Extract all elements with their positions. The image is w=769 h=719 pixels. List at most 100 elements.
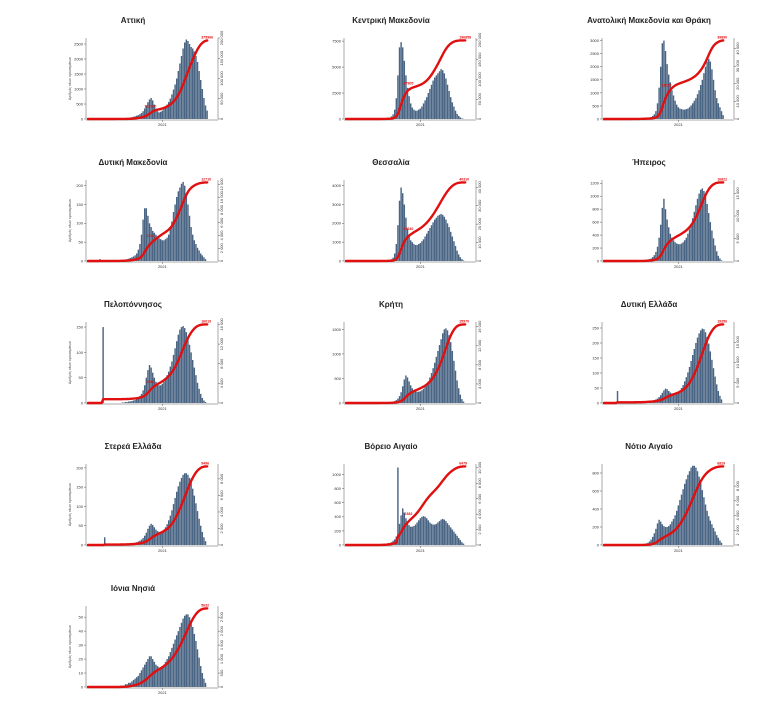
- x-tick-label: 2021: [158, 264, 168, 269]
- left-tick-label: 1500: [332, 327, 342, 332]
- left-tick-label: 2500: [590, 51, 600, 56]
- bar: [157, 237, 158, 261]
- bar: [463, 544, 464, 545]
- right-tick-label: 200 000: [219, 30, 224, 45]
- bar: [187, 41, 188, 119]
- right-tick-label: 0: [219, 401, 224, 404]
- right-tick-label: 8 000: [219, 204, 224, 215]
- bar: [170, 229, 171, 261]
- bar: [415, 111, 416, 119]
- bar: [431, 524, 432, 545]
- left-tick-label: 50: [79, 615, 84, 620]
- left-tick-label: 1500: [590, 77, 600, 82]
- bar: [418, 520, 419, 545]
- bar: [150, 656, 151, 687]
- bar: [702, 490, 703, 545]
- left-tick-label: 100: [76, 350, 83, 355]
- bar: [179, 482, 180, 545]
- bar: [160, 385, 161, 403]
- left-tick-label: 50: [79, 375, 84, 380]
- right-tick-label: 20 000: [735, 77, 740, 90]
- left-tick-label: 200: [592, 245, 599, 250]
- bar: [181, 623, 182, 687]
- bar: [133, 400, 134, 403]
- bar: [714, 532, 715, 546]
- right-tick-label: 20 000: [477, 217, 482, 230]
- right-tick-label: 10 000: [219, 190, 224, 203]
- bar: [155, 530, 156, 545]
- bar: [460, 117, 461, 119]
- left-tick-label: 1500: [74, 71, 84, 76]
- bar: [692, 103, 693, 119]
- left-tick-label: 50: [79, 523, 84, 528]
- right-tick-label: 8 000: [477, 359, 482, 370]
- bar: [423, 389, 424, 403]
- bar: [682, 110, 683, 119]
- bar: [687, 234, 688, 261]
- right-tick-label: 12 000: [477, 339, 482, 352]
- right-tick-label: 10 000: [735, 209, 740, 222]
- bar: [444, 520, 445, 545]
- right-tick-label: 10 000: [477, 236, 482, 249]
- bar: [189, 345, 190, 403]
- bar: [205, 106, 206, 120]
- bar: [195, 641, 196, 687]
- bar: [415, 525, 416, 545]
- right-tick-label: 6 000: [219, 217, 224, 228]
- bar: [452, 351, 453, 403]
- right-tick-label: 8 000: [219, 358, 224, 369]
- left-tick-label: 0: [81, 400, 84, 405]
- bar: [700, 190, 701, 261]
- bar: [189, 216, 190, 261]
- left-tick-label: 200: [76, 183, 83, 188]
- bar: [674, 242, 675, 261]
- bar: [184, 616, 185, 687]
- bar: [203, 400, 204, 403]
- left-tick-label: 2000: [332, 221, 342, 226]
- bar: [437, 522, 438, 545]
- bar: [424, 517, 425, 545]
- bar: [706, 62, 707, 119]
- cumulative-end-label: 6479: [459, 461, 467, 465]
- bar: [665, 389, 666, 403]
- bar: [434, 363, 435, 403]
- left-tick-label: 0: [81, 684, 84, 689]
- bar: [460, 257, 461, 261]
- bar: [684, 381, 685, 403]
- bar: [410, 240, 411, 261]
- left-tick-label: 0: [339, 400, 342, 405]
- right-tick-label: 12 000: [219, 337, 224, 350]
- bar: [714, 90, 715, 119]
- bar: [710, 521, 711, 545]
- bar: [126, 402, 127, 403]
- x-tick-label: 2021: [158, 548, 168, 553]
- bar: [460, 395, 461, 403]
- bar: [721, 111, 722, 119]
- bar: [676, 393, 677, 403]
- right-tick-label: 5 000: [735, 377, 740, 388]
- bar: [713, 528, 714, 545]
- bar: [416, 392, 417, 403]
- bar: [453, 532, 454, 545]
- x-tick-label: 2021: [158, 406, 168, 411]
- bar: [445, 79, 446, 120]
- bar: [458, 116, 459, 119]
- bar: [450, 97, 451, 119]
- x-tick-label: 2021: [674, 406, 684, 411]
- bar: [162, 384, 163, 403]
- bar: [198, 519, 199, 545]
- left-tick-label: 20: [79, 656, 84, 661]
- bar: [426, 97, 427, 119]
- bar: [421, 241, 422, 261]
- bar: [666, 64, 667, 119]
- bar: [163, 240, 164, 261]
- bar: [708, 344, 709, 403]
- bar: [197, 511, 198, 545]
- bar: [708, 59, 709, 119]
